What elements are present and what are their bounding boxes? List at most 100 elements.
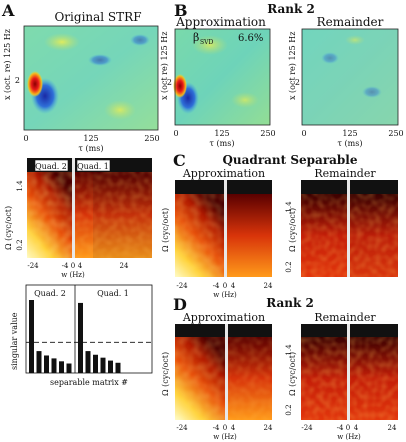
panel-d-left-xtick-4: 24 [264,424,273,432]
panel-c-ylabel-left: Ω (cyc/oct) [161,208,170,252]
sv-quad1-bar-5 [108,360,113,373]
panel-d-right-xtick-0: -24 [301,424,313,432]
panel-d-left-xlabel: w (Hz) [213,433,237,441]
panel-c-title: Quadrant Separable [222,153,357,167]
beta-subscript: SVD [200,39,213,46]
panel-c-left-xtick-4: 24 [264,282,273,290]
panel-b-ytick-left: 2 [167,78,172,87]
panel-c-left-xtick-0: -24 [176,282,188,290]
panel-d-letter: D [173,295,187,314]
panel-b-right-xlabel: τ (ms) [338,139,363,148]
sv-quad1-bar-1 [78,302,83,373]
panel-b-left-xlabel: τ (ms) [210,139,235,148]
panel-b-ylabel-right: x (oct re) 125 Hz [288,32,297,100]
panel-d-right-xlabel: w (Hz) [337,433,361,441]
rank2-approximation-spectrum [175,324,272,420]
panel-b-left-xtick-1: 125 [214,129,229,138]
panel-c-ytick-1: 0.2 [285,261,293,272]
panel-c-ylabel-right: Ω (cyc/oct) [288,208,297,252]
sv-quad1-label: Quad. 1 [97,289,129,298]
quad1-label-box [76,159,111,172]
panel-d-ytick-0: 1.4 [285,344,293,356]
panel-a-spec-xtick-2: 0 [71,262,75,270]
panel-d-left-xtick-2: 0 [223,424,227,432]
panel-d-ytick-1: 0.2 [285,404,293,415]
panel-a-strf-ylabel: x (oct. re) 125 Hz [3,29,12,100]
sv-quad1-bar-6 [115,362,121,373]
panel-c-right-title: Remainder [314,167,376,180]
rank2-remainder-spectrum [301,324,398,420]
sv-quad1-bar-3 [93,354,98,373]
panel-d-ylabel-right: Ω (cyc/oct) [288,352,297,396]
panel-b-right-xtick-2: 250 [388,129,403,138]
panel-a-spectrum-heatmap [27,158,152,258]
panel-b-right-xtick-1: 125 [342,129,357,138]
panel-a-spec-xtick-3: 4 [78,262,83,270]
rank2-approximation-strf [173,28,271,126]
panel-a-strf-ytick: 2 [15,76,20,85]
sv-quad2-label: Quad. 2 [34,289,66,298]
panel-d-left-title: Approximation [182,311,265,324]
panel-a-strf-xtick-2: 250 [144,134,159,143]
panel-b-ytick-right: 2 [295,78,300,87]
beta-symbol: β [193,31,199,44]
panel-d-right-title: Remainder [314,311,376,324]
sv-ylabel: singular value [10,312,19,370]
quadrant-separable-approximation [175,180,272,277]
panel-d-right-xtick-4: 24 [388,424,397,432]
panel-b-title: Rank 2 [267,2,315,16]
sv-xlabel: separable matrix # [50,378,128,387]
panel-d-right-xtick-1: -4 [337,424,344,432]
sv-quad2-bar-6 [66,363,72,373]
panel-c-left-xtick-1: -4 [213,282,220,290]
panel-b-ylabel-left: x (oct re) 125 Hz [160,32,169,100]
panel-d-right-xtick-2: 0 [346,424,350,432]
panel-a-quad1-label: Quad. 1 [77,162,109,171]
panel-b-letter: B [174,1,188,20]
sv-quad2-bar-5 [59,361,64,373]
panel-a-strf-xlabel: τ (ms) [79,144,104,153]
panel-a-strf-xtick-0: 0 [23,134,28,143]
panel-a-spec-ytick-0: 1.4 [16,180,24,192]
panel-a-spec-ytick-1: 0.2 [16,239,24,250]
panel-a-strf-xtick-1: 125 [83,134,98,143]
panel-b-left-xtick-2: 250 [260,129,275,138]
panel-a-spec-xlabel: w (Hz) [61,271,85,279]
panel-b-right-title: Remainder [317,15,384,29]
quadrant-separable-remainder [301,180,398,277]
panel-c-xlabel: w (Hz) [213,291,237,299]
panel-d-right-xtick-3: 4 [354,424,359,432]
sv-quad1-bar-4 [100,357,106,373]
panel-b-left-title: Approximation [175,15,266,29]
quad2-label-box [34,159,69,172]
panel-a-spec-ylabel: Ω (cyc/oct) [4,206,13,250]
panel-d-left-xtick-1: -4 [213,424,220,432]
sv-quad2-bar-1 [29,300,34,373]
panel-a-spec-xtick-0: -24 [27,262,39,270]
original-strf-heatmap [23,25,159,131]
sv-quad2-bar-2 [36,351,42,373]
panel-d-title: Rank 2 [266,296,314,310]
panel-a-letter: A [1,1,15,20]
panel-a-quad2-label: Quad. 2 [35,162,67,171]
sv-quad2-bar-4 [51,358,57,373]
singular-value-chart [25,284,153,374]
panel-c-letter: C [173,151,186,170]
panel-b-left-xtick-0: 0 [173,129,178,138]
panel-c-left-xtick-3: 4 [231,282,236,290]
panel-a-strf-title: Original STRF [54,10,141,24]
rank2-remainder-strf [301,28,399,126]
sv-quad1-bar-2 [85,351,91,373]
panel-b-right-xtick-0: 0 [301,129,306,138]
panel-d-left-xtick-3: 4 [231,424,236,432]
panel-c-ytick-0: 1.4 [285,201,293,213]
panel-d-ylabel-left: Ω (cyc/oct) [161,352,170,396]
panel-c-left-title: Approximation [182,167,265,180]
panel-a-spec-xtick-4: 24 [120,262,129,270]
panel-c-left-xtick-2: 0 [223,282,227,290]
beta-value: 6.6% [238,33,263,44]
panel-a-spec-xtick-1: -4 [62,262,69,270]
panel-d-left-xtick-0: -24 [176,424,188,432]
sv-quad2-bar-3 [44,355,49,373]
